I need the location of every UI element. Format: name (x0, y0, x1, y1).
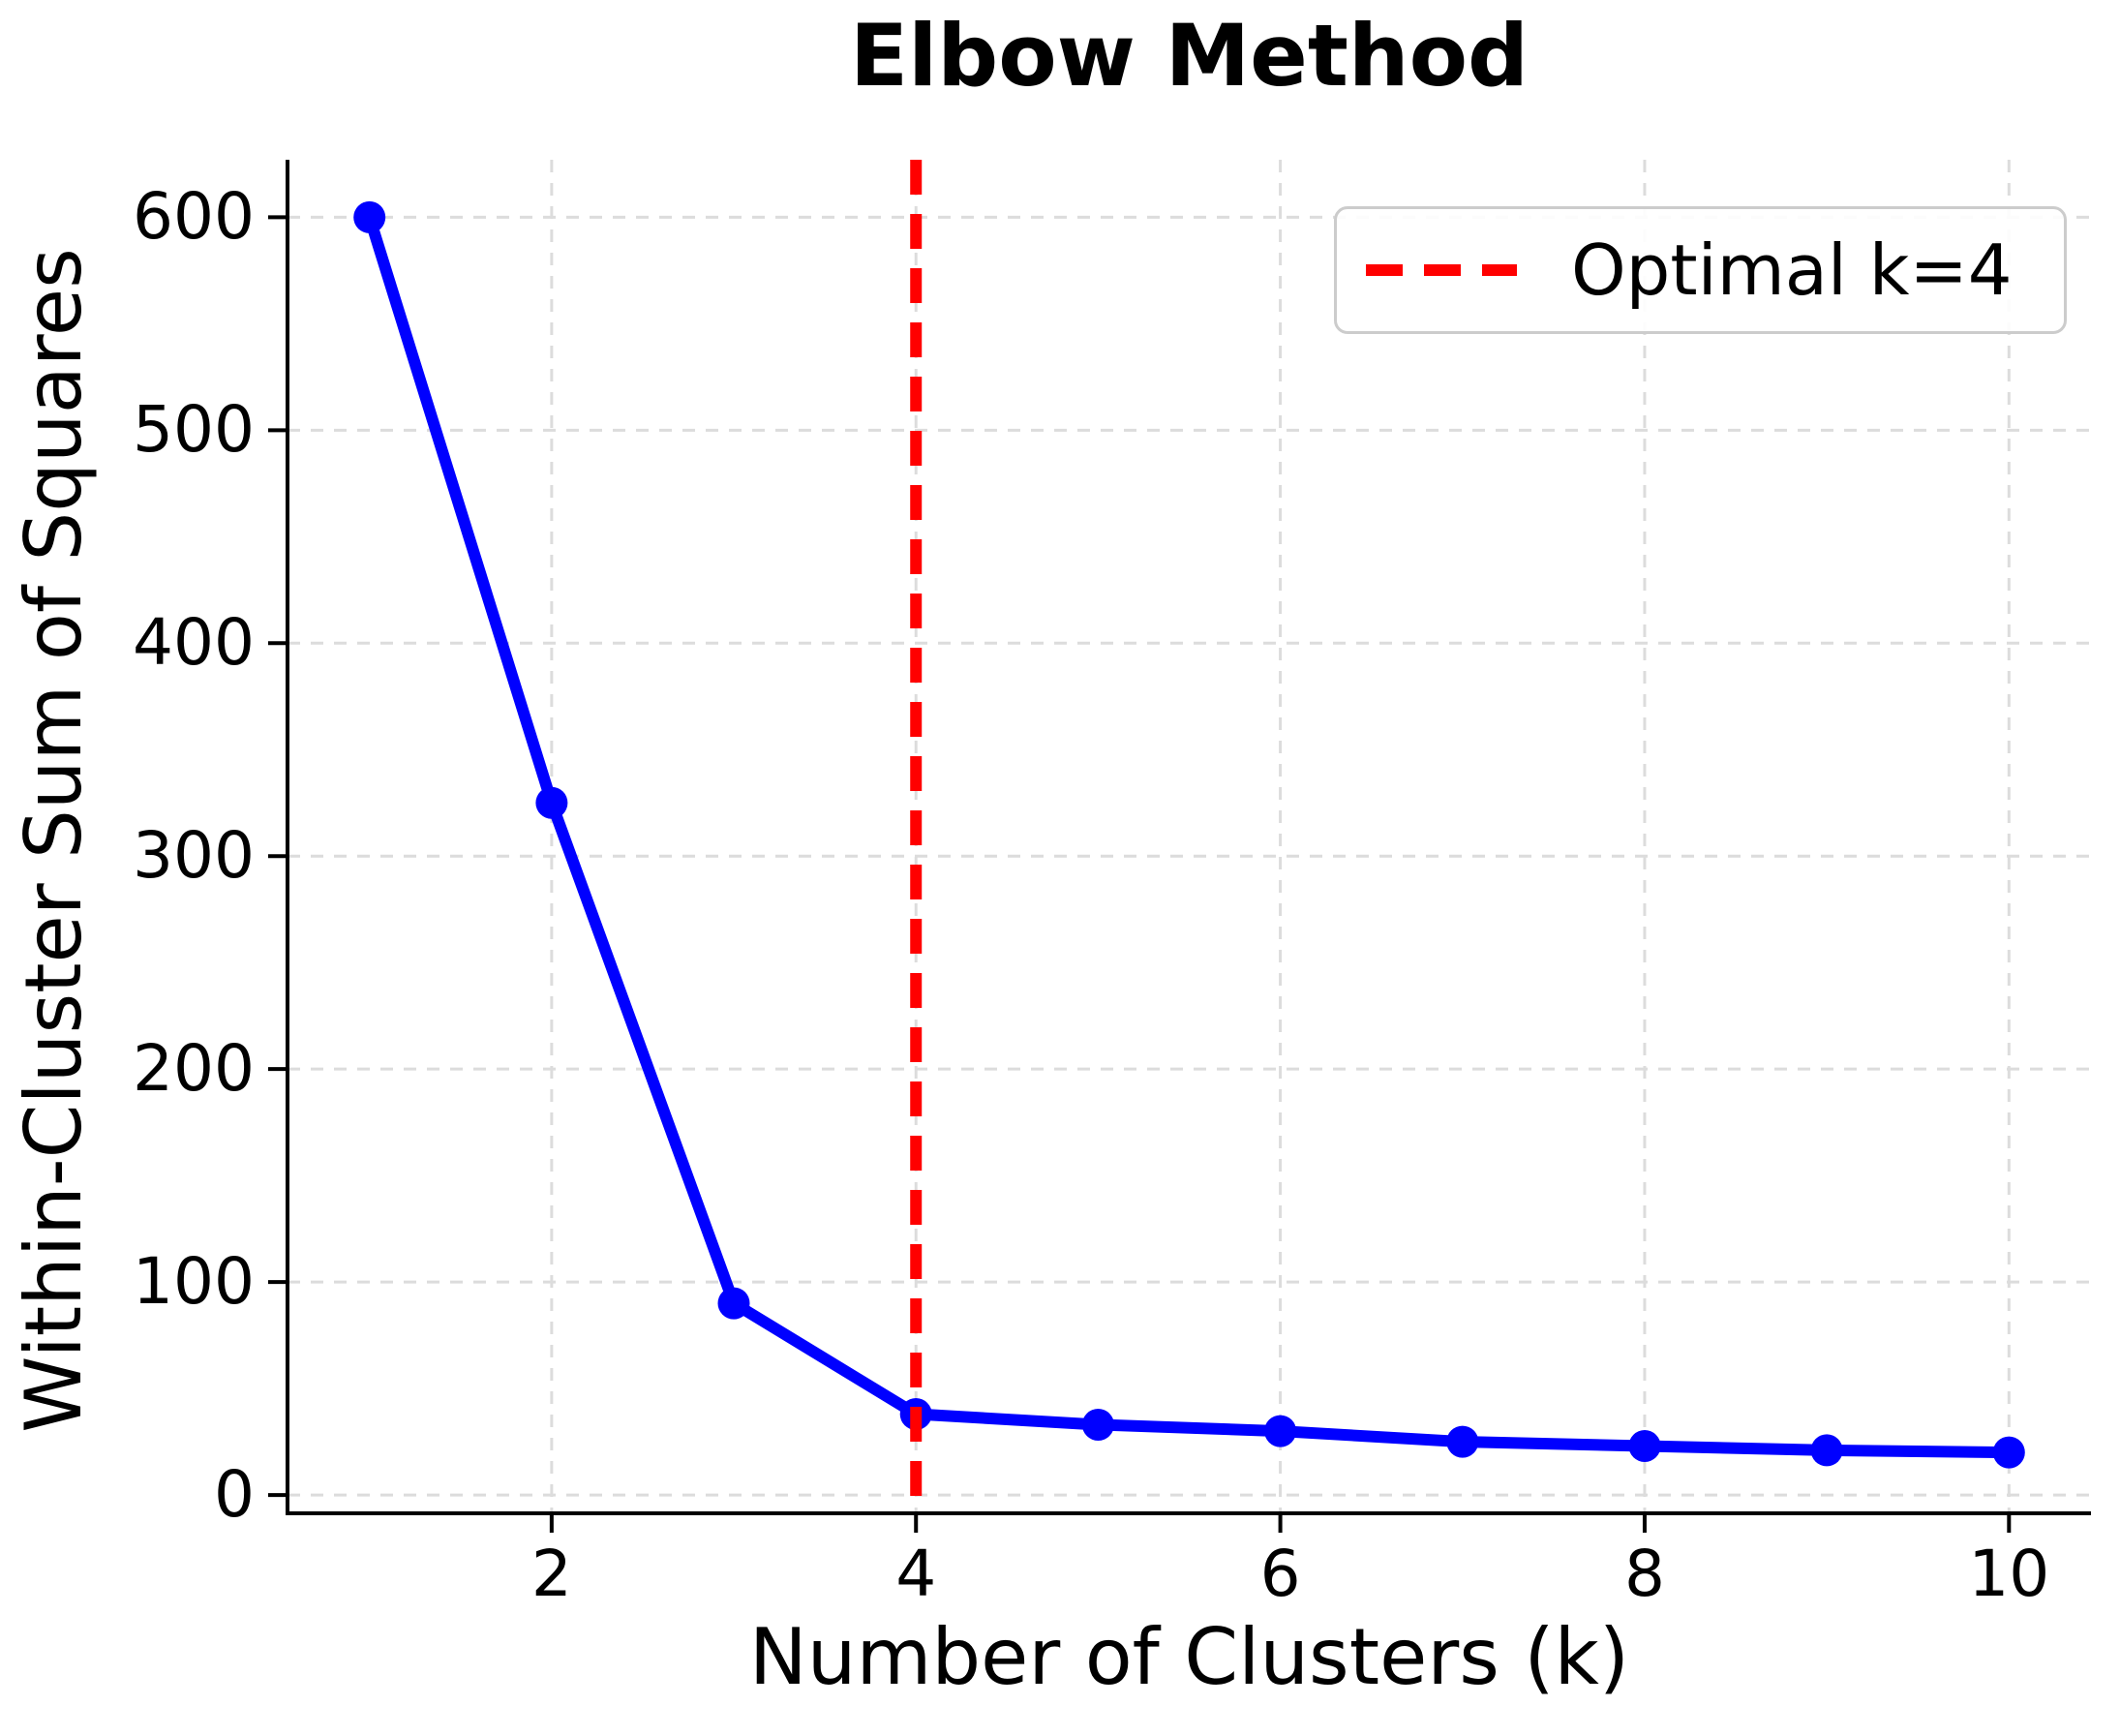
y-tick-label: 200 (133, 1031, 255, 1107)
x-tick-label: 10 (1968, 1537, 2050, 1611)
data-point-marker (1446, 1425, 1479, 1458)
data-point-marker (1264, 1415, 1297, 1447)
data-point-marker (717, 1287, 750, 1320)
legend: Optimal k=4 (1334, 206, 2067, 334)
legend-dashed-line-icon (1366, 264, 1517, 276)
chart-title: Elbow Method (849, 6, 1529, 106)
x-tick-label: 8 (1623, 1537, 1665, 1611)
data-point-marker (1810, 1434, 1843, 1467)
y-tick-label: 100 (133, 1244, 255, 1320)
data-point-marker (1081, 1409, 1114, 1441)
x-tick-label: 6 (1259, 1537, 1301, 1611)
series-line (363, 215, 2010, 1459)
x-axis-label: Number of Clusters (k) (748, 1612, 1630, 1702)
data-point-marker (535, 786, 568, 819)
y-tick-label: 0 (214, 1457, 255, 1533)
legend-entry-label: Optimal k=4 (1571, 229, 2013, 311)
data-point-marker (353, 200, 386, 233)
x-tick-label: 4 (895, 1537, 937, 1611)
y-axis-label: Within-Cluster Sum of Squares (9, 248, 99, 1433)
y-tick-label: 600 (133, 179, 255, 255)
data-point-marker (1628, 1430, 1661, 1462)
y-tick-label: 500 (133, 392, 255, 468)
y-tick-label: 400 (133, 605, 255, 681)
x-tick-label: 2 (530, 1537, 572, 1611)
y-tick-label: 300 (133, 818, 255, 894)
data-point-marker (1992, 1436, 2025, 1469)
